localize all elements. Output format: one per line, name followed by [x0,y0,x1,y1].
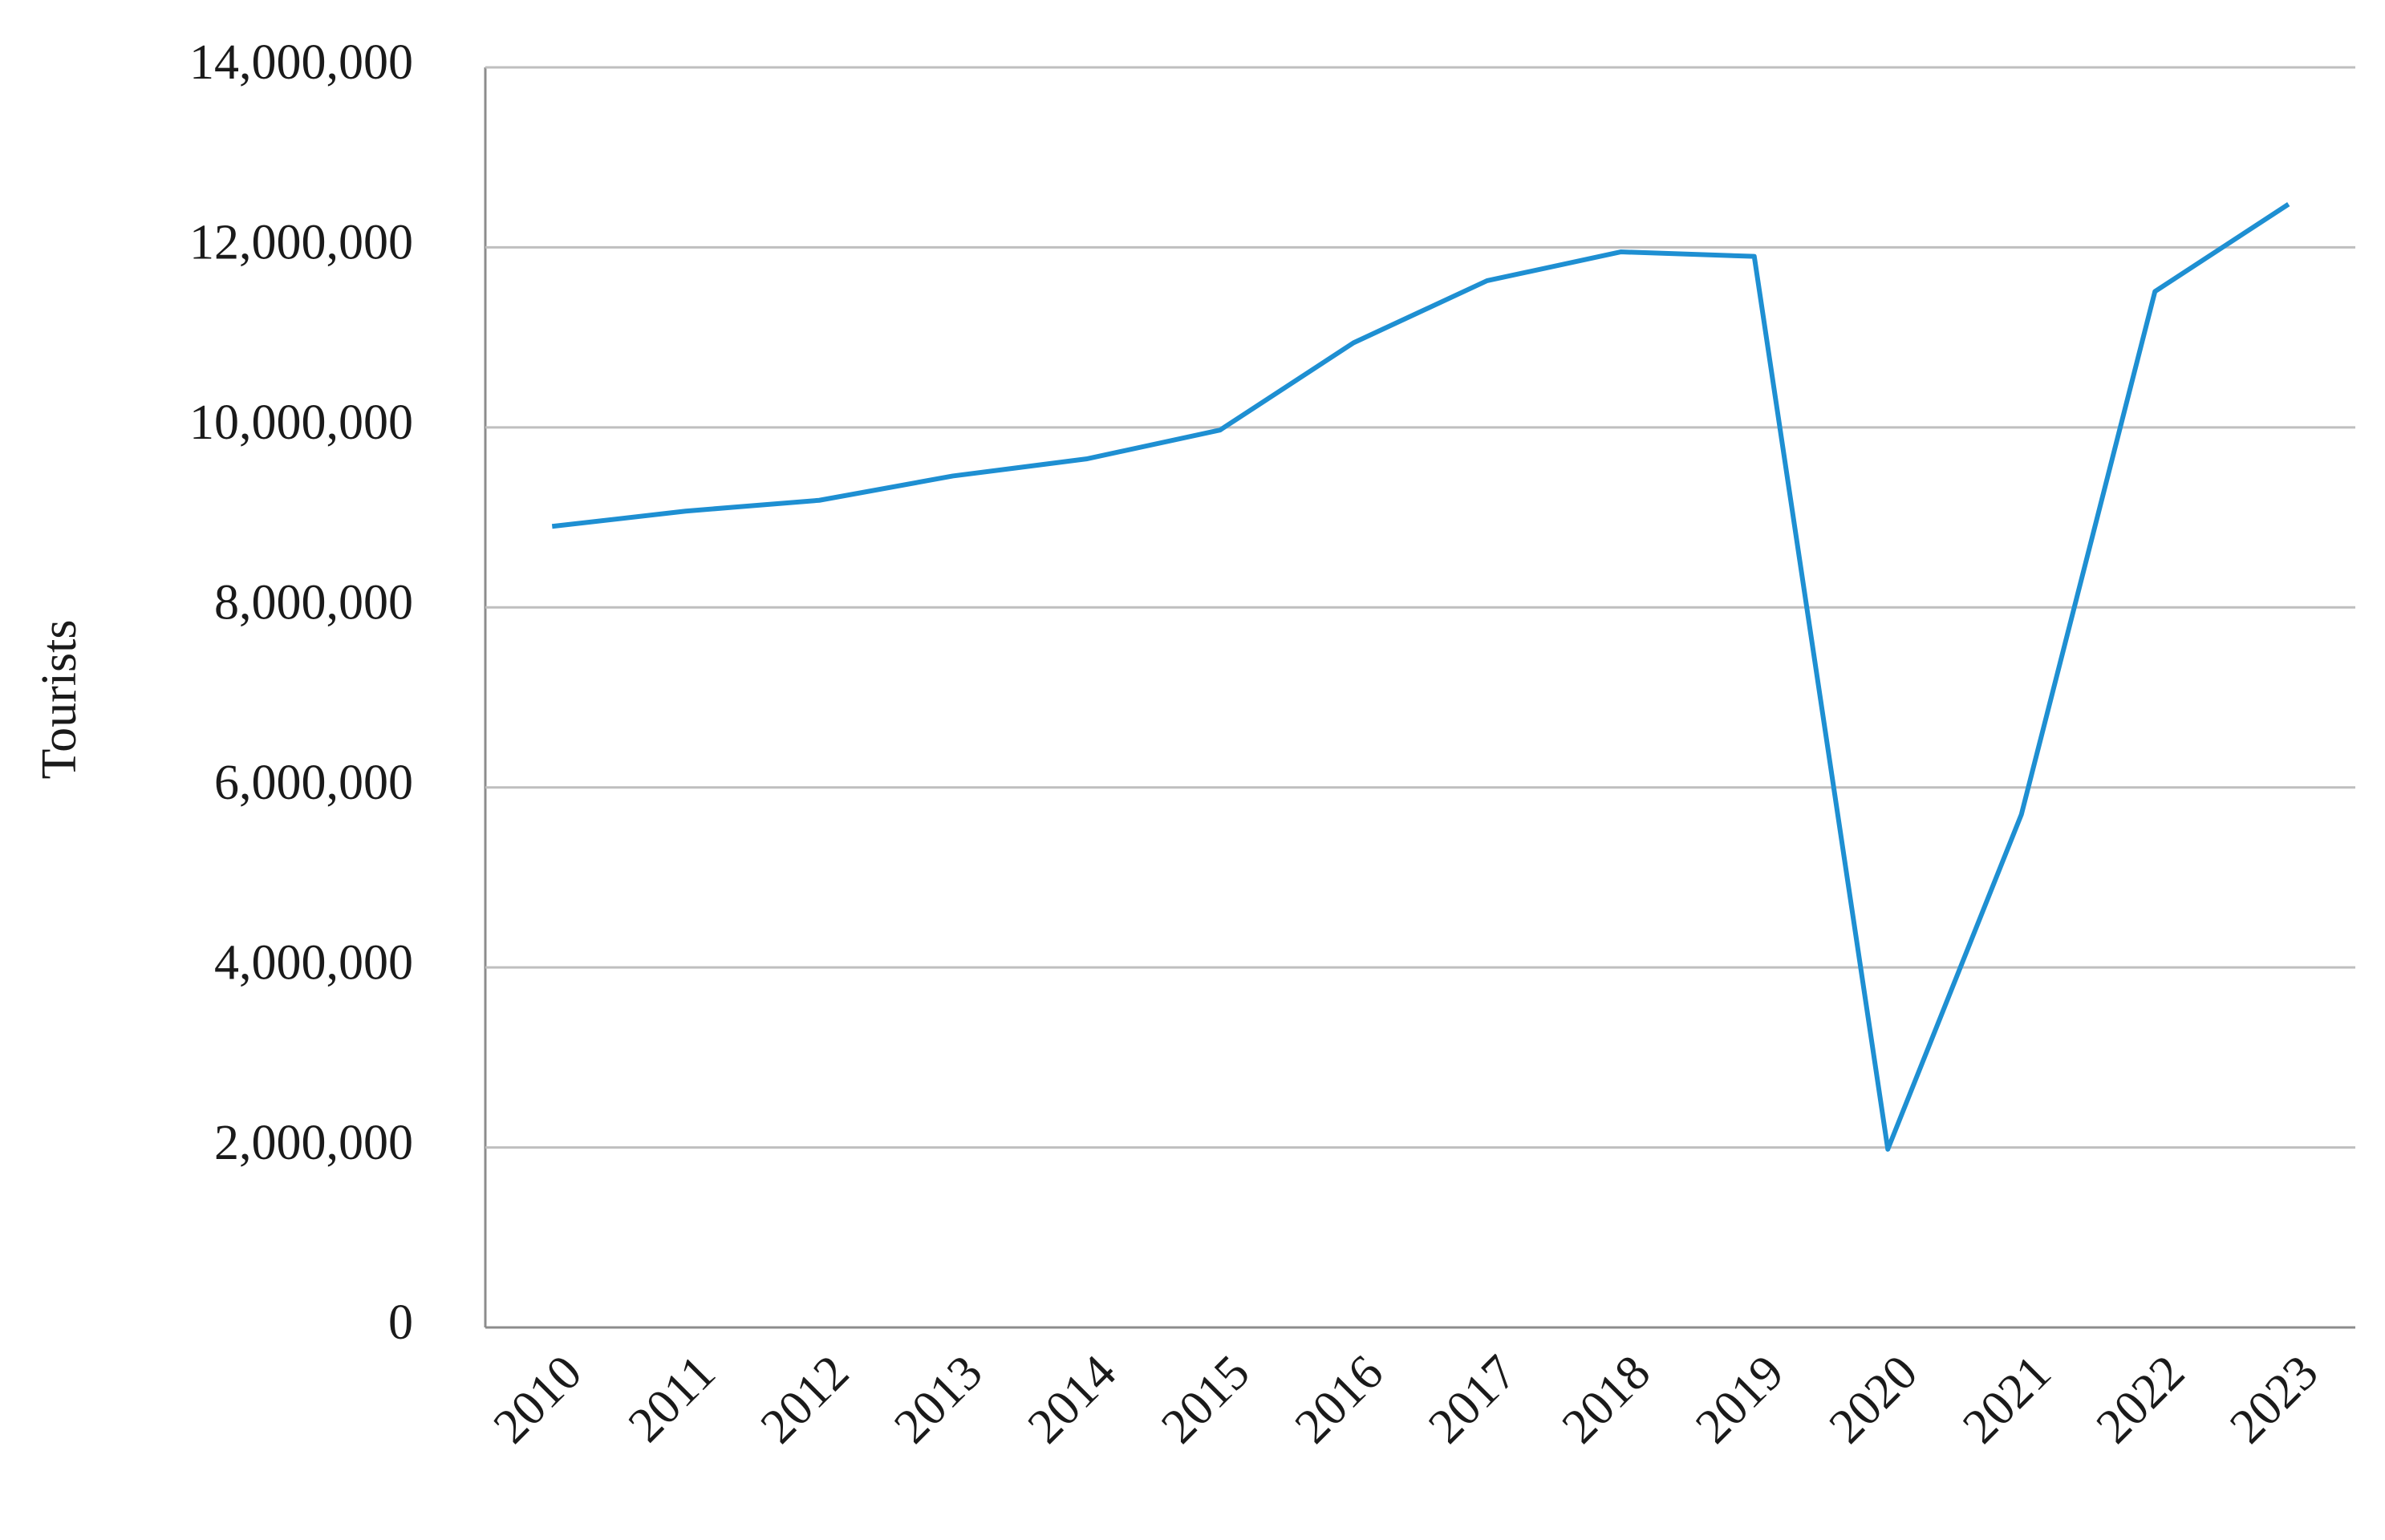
x-tick-label: 2022 [2086,1345,2195,1454]
x-tick-label: 2015 [1151,1345,1260,1454]
x-tick-label: 2013 [884,1345,993,1454]
y-tick-label: 2,000,000 [214,1116,413,1170]
x-tick-label: 2018 [1551,1345,1661,1454]
x-tick-label: 2023 [2220,1345,2329,1454]
x-tick-label: 2019 [1685,1345,1795,1454]
x-tick-label: 2010 [483,1345,592,1454]
x-tick-label: 2017 [1418,1345,1527,1454]
x-tick-label: 2021 [1953,1345,2062,1454]
y-tick-label: 10,000,000 [189,395,413,450]
y-tick-label: 6,000,000 [214,756,413,810]
x-tick-label: 2012 [750,1345,859,1454]
y-axis-title: Tourists [32,620,87,780]
y-tick-label: 8,000,000 [214,576,413,630]
x-tick-label: 2016 [1284,1345,1393,1454]
x-tick-label: 2011 [619,1345,726,1453]
x-tick-label: 2020 [1819,1345,1928,1454]
y-tick-label: 14,000,000 [189,35,413,90]
y-tick-label: 0 [388,1295,413,1350]
series-line [551,202,2290,1152]
y-tick-label: 4,000,000 [214,935,413,990]
y-tick-label: 12,000,000 [189,216,413,270]
x-tick-label: 2014 [1017,1345,1126,1454]
